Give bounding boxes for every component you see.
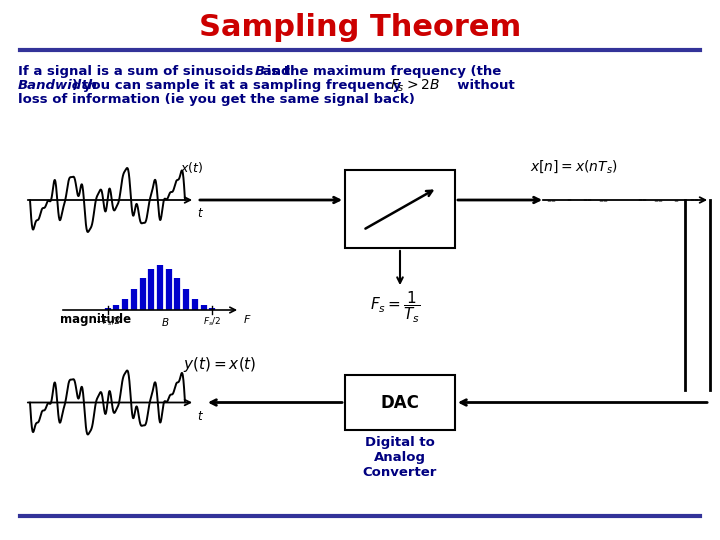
Text: Digital to
Analog
Converter: Digital to Analog Converter bbox=[363, 436, 437, 479]
Text: magnitude: magnitude bbox=[60, 313, 131, 326]
Text: $x(t)$: $x(t)$ bbox=[180, 160, 203, 175]
Text: ) you can sample it at a sampling frequency: ) you can sample it at a sampling freque… bbox=[72, 79, 401, 92]
Text: $t$: $t$ bbox=[197, 207, 204, 220]
Text: $-F_s/2$: $-F_s/2$ bbox=[95, 316, 121, 328]
Text: $y(t) = x(t)$: $y(t) = x(t)$ bbox=[183, 355, 257, 374]
Text: DAC: DAC bbox=[381, 394, 420, 411]
Text: $B$: $B$ bbox=[161, 316, 169, 328]
Text: Bandwidth: Bandwidth bbox=[18, 79, 98, 92]
Text: Sampling Theorem: Sampling Theorem bbox=[199, 14, 521, 43]
Bar bbox=[345, 170, 455, 248]
Text: without: without bbox=[448, 79, 515, 92]
Text: $F_s = \dfrac{1}{T_s}$: $F_s = \dfrac{1}{T_s}$ bbox=[369, 290, 420, 326]
Bar bbox=[345, 375, 455, 430]
Text: $x[n] = x(nT_s)$: $x[n] = x(nT_s)$ bbox=[530, 158, 618, 175]
Text: If a signal is a sum of sinusoids  and: If a signal is a sum of sinusoids and bbox=[18, 65, 295, 78]
Text: $F_s > 2B$: $F_s > 2B$ bbox=[390, 78, 440, 94]
Text: loss of information (ie you get the same signal back): loss of information (ie you get the same… bbox=[18, 93, 415, 106]
Text: $t$: $t$ bbox=[197, 409, 204, 422]
Text: is the maximum frequency (the: is the maximum frequency (the bbox=[262, 65, 501, 78]
Text: B: B bbox=[255, 65, 265, 78]
Text: $F_s/2$: $F_s/2$ bbox=[203, 316, 221, 328]
Text: $F$: $F$ bbox=[243, 313, 251, 325]
